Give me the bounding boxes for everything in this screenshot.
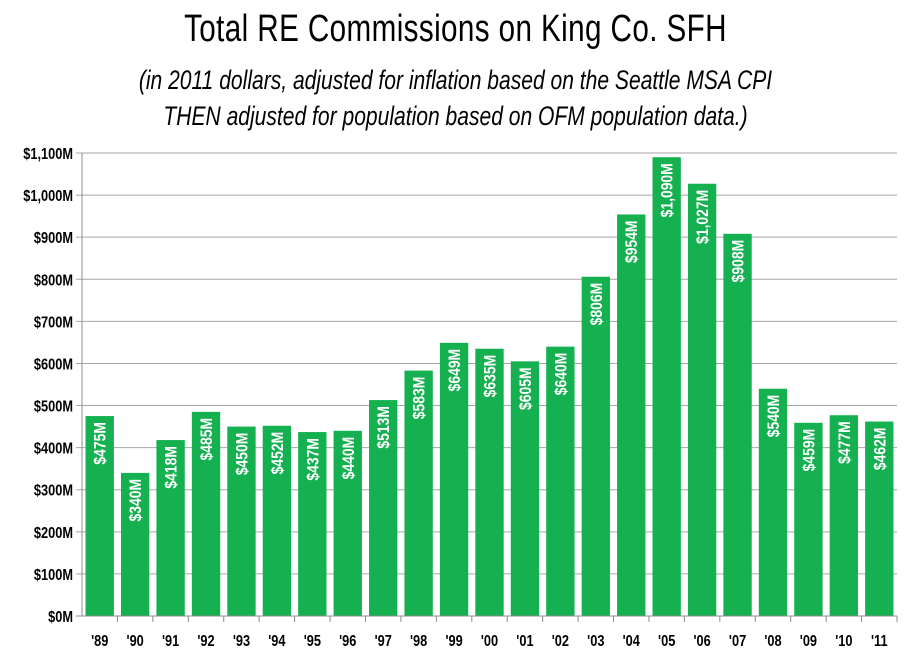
data-label: $954M xyxy=(623,220,642,263)
chart-subtitle-line-1: (in 2011 dollars, adjusted for inflation… xyxy=(138,65,773,95)
x-tick-label: '09 xyxy=(800,633,817,651)
bar xyxy=(298,432,327,616)
data-label: $437M xyxy=(304,438,323,481)
y-tick-label: $1,100M xyxy=(23,146,73,164)
data-label: $452M xyxy=(269,432,288,475)
y-tick-label: $800M xyxy=(34,272,73,290)
data-label: $440M xyxy=(340,437,359,480)
bar xyxy=(120,472,150,616)
x-tick-label: '90 xyxy=(127,633,144,651)
x-tick-label: '01 xyxy=(516,633,533,651)
data-label: $450M xyxy=(233,433,252,476)
bar xyxy=(617,214,646,616)
bar xyxy=(227,426,256,616)
data-label: $1,027M xyxy=(694,190,713,244)
x-tick-label: '07 xyxy=(729,633,746,651)
x-tick-label: '06 xyxy=(693,633,710,651)
x-tick-label: '02 xyxy=(552,633,569,651)
y-tick-label: $700M xyxy=(34,314,73,332)
x-tick-label: '99 xyxy=(445,633,462,651)
y-tick-label: $400M xyxy=(34,440,73,458)
data-label: $605M xyxy=(517,367,536,410)
data-label: $640M xyxy=(552,353,571,396)
bar xyxy=(546,346,575,616)
bar xyxy=(652,157,681,616)
bar xyxy=(581,276,610,616)
x-tick-label: '05 xyxy=(658,633,675,651)
y-tick-label: $900M xyxy=(34,230,73,248)
data-label: $1,090M xyxy=(658,163,677,217)
y-tick-label: $1,000M xyxy=(23,188,73,206)
chart-subtitle-line-2: THEN adjusted for population based on OF… xyxy=(163,101,748,131)
bar xyxy=(865,421,894,616)
bar xyxy=(829,415,859,616)
x-tick-label: '00 xyxy=(481,633,498,651)
x-tick-label: '93 xyxy=(233,633,250,651)
y-tick-label: $600M xyxy=(34,356,73,374)
data-label: $477M xyxy=(836,421,855,464)
bar xyxy=(758,388,788,616)
y-tick-label: $100M xyxy=(34,567,73,585)
x-tick-label: '89 xyxy=(91,633,108,651)
x-tick-label: '97 xyxy=(375,633,392,651)
x-tick-label: '10 xyxy=(835,633,852,651)
bar xyxy=(85,416,114,616)
bar xyxy=(404,370,433,616)
bar xyxy=(369,400,398,616)
y-tick-label: $500M xyxy=(34,398,73,416)
bar xyxy=(156,440,185,616)
bar xyxy=(262,425,292,616)
x-tick-label: '11 xyxy=(871,633,888,651)
data-label: $649M xyxy=(446,349,465,392)
bar xyxy=(723,233,752,616)
y-tick-label: $300M xyxy=(34,482,73,500)
bar xyxy=(439,342,469,616)
chart-title: Total RE Commissions on King Co. SFH xyxy=(184,8,727,50)
y-tick-label: $200M xyxy=(34,525,73,543)
data-label: $908M xyxy=(729,240,748,283)
data-label: $475M xyxy=(92,422,111,465)
bar xyxy=(475,348,504,616)
y-tick-label: $0M xyxy=(48,609,73,627)
bar xyxy=(191,411,221,616)
data-label: $418M xyxy=(162,446,181,489)
data-label: $459M xyxy=(800,429,819,472)
x-tick-label: '98 xyxy=(410,633,427,651)
x-tick-label: '96 xyxy=(339,633,356,651)
data-label: $635M xyxy=(481,355,500,398)
data-label: $513M xyxy=(375,406,394,449)
x-tick-label: '92 xyxy=(197,633,214,651)
x-tick-label: '91 xyxy=(162,633,179,651)
x-tick-label: '04 xyxy=(623,633,640,651)
bar xyxy=(794,422,823,616)
data-label: $340M xyxy=(127,479,146,522)
bar xyxy=(687,183,717,616)
bar xyxy=(333,430,362,616)
x-tick-label: '08 xyxy=(764,633,781,651)
data-label: $583M xyxy=(410,377,429,420)
x-tick-label: '03 xyxy=(587,633,604,651)
bar xyxy=(510,361,540,616)
data-label: $485M xyxy=(198,418,217,461)
data-label: $806M xyxy=(588,283,607,326)
data-label: $462M xyxy=(871,428,890,471)
data-label: $540M xyxy=(765,395,784,438)
x-tick-label: '95 xyxy=(304,633,321,651)
x-tick-label: '94 xyxy=(268,633,285,651)
